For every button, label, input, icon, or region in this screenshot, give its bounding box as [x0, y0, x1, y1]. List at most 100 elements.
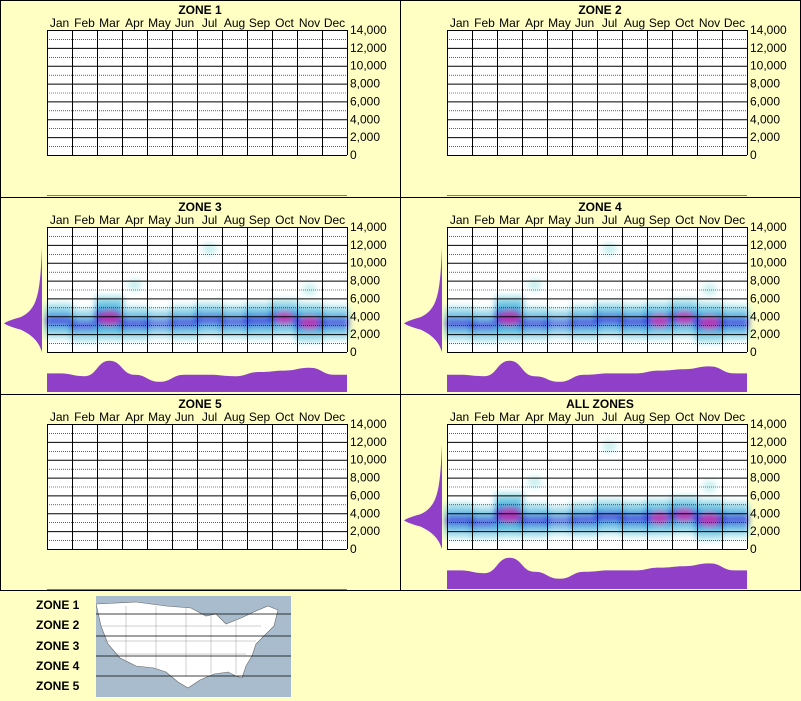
density-peak: [300, 315, 319, 330]
y-tick-label: 8,000: [350, 274, 380, 288]
monthly-marginal: [447, 557, 747, 589]
month-label-mar: Mar: [99, 213, 120, 227]
density-cell: [195, 301, 224, 338]
month-label-jun: Jun: [575, 410, 594, 424]
month-label-nov: Nov: [699, 16, 720, 30]
y-tick-label: 6,000: [350, 94, 380, 108]
month-label-sep: Sep: [249, 16, 271, 30]
month-label-jan: Jan: [450, 16, 469, 30]
y-tick-label: 12,000: [750, 41, 787, 55]
chart-title: ZONE 4: [578, 200, 622, 214]
month-label-mar: Mar: [499, 410, 520, 424]
month-label-aug: Aug: [224, 213, 245, 227]
legend-zone-2: ZONE 2: [36, 618, 80, 632]
y-tick-label: 8,000: [350, 471, 380, 485]
month-label-mar: Mar: [499, 16, 520, 30]
month-label-nov: Nov: [299, 213, 320, 227]
legend-zone-5: ZONE 5: [36, 679, 80, 693]
month-label-jul: Jul: [602, 213, 617, 227]
month-label-nov: Nov: [299, 410, 320, 424]
density-outlier: [702, 480, 717, 493]
y-tick-label: 14,000: [350, 417, 387, 431]
month-label-jun: Jun: [575, 16, 594, 30]
month-label-feb: Feb: [74, 213, 95, 227]
density-cell: [545, 504, 574, 536]
y-tick-label: 4,000: [750, 309, 780, 323]
y-tick-label: 4,000: [750, 506, 780, 520]
density-outlier: [527, 279, 542, 292]
y-tick-label: 12,000: [350, 435, 387, 449]
month-label-jan: Jan: [50, 410, 69, 424]
month-label-may: May: [148, 16, 171, 30]
month-label-may: May: [548, 213, 571, 227]
density-cell: [620, 303, 649, 341]
y-tick-label: 2,000: [350, 130, 380, 144]
month-label-mar: Mar: [99, 410, 120, 424]
density-outlier: [127, 279, 142, 292]
density-outlier: [702, 283, 717, 296]
chart-panel-1: ZONE 1 Jan Feb Mar Apr May Jun Jul Aug Sep Oct Nov D…: [47, 3, 387, 196]
density-cell: [520, 502, 549, 539]
y-tick-label: 14,000: [750, 23, 787, 37]
density-cell: [120, 305, 149, 342]
month-label-dec: Dec: [324, 16, 345, 30]
month-label-dec: Dec: [724, 410, 745, 424]
month-label-jul: Jul: [202, 410, 217, 424]
month-label-dec: Dec: [324, 410, 345, 424]
y-tick-label: 4,000: [350, 112, 380, 126]
y-tick-label: 0: [350, 345, 357, 359]
month-label-dec: Dec: [324, 213, 345, 227]
y-tick-label: 4,000: [350, 309, 380, 323]
month-label-apr: Apr: [525, 16, 544, 30]
month-label-apr: Apr: [125, 16, 144, 30]
month-label-oct: Oct: [275, 410, 294, 424]
density-cell: [220, 304, 249, 340]
chart-title: ZONE 5: [178, 397, 222, 411]
month-label-nov: Nov: [299, 16, 320, 30]
density-cell: [445, 501, 474, 539]
density-layer: [445, 243, 749, 344]
density-cell: [45, 302, 74, 340]
us-map-graphic: [96, 601, 291, 689]
month-label-sep: Sep: [649, 16, 671, 30]
month-label-jul: Jul: [602, 410, 617, 424]
y-tick-label: 0: [750, 345, 757, 359]
density-peak: [651, 511, 668, 525]
elevation-marginal: [4, 247, 42, 352]
month-label-jun: Jun: [175, 410, 194, 424]
density-cell: [620, 500, 649, 538]
month-label-sep: Sep: [249, 410, 271, 424]
month-label-feb: Feb: [74, 16, 95, 30]
chart-title: ZONE 2: [578, 3, 622, 17]
zone-legend: ZONE 1 ZONE 2 ZONE 3 ZONE 4 ZONE 5: [0, 591, 801, 701]
density-peak: [498, 507, 521, 523]
month-label-jan: Jan: [450, 213, 469, 227]
y-tick-label: 10,000: [750, 256, 787, 270]
y-tick-label: 12,000: [350, 238, 387, 252]
y-tick-label: 8,000: [350, 77, 380, 91]
month-label-may: May: [548, 16, 571, 30]
y-tick-label: 6,000: [750, 291, 780, 305]
y-tick-label: 12,000: [750, 238, 787, 252]
month-label-apr: Apr: [125, 410, 144, 424]
month-label-sep: Sep: [249, 213, 271, 227]
month-label-aug: Aug: [624, 410, 645, 424]
y-tick-label: 0: [750, 542, 757, 556]
month-label-oct: Oct: [675, 213, 694, 227]
month-label-feb: Feb: [474, 410, 495, 424]
month-label-mar: Mar: [99, 16, 120, 30]
month-label-jan: Jan: [450, 410, 469, 424]
month-label-nov: Nov: [699, 213, 720, 227]
month-label-apr: Apr: [525, 410, 544, 424]
legend-zone-3: ZONE 3: [36, 639, 80, 653]
month-label-feb: Feb: [74, 410, 95, 424]
y-tick-label: 6,000: [350, 488, 380, 502]
month-label-jul: Jul: [602, 16, 617, 30]
elevation-marginal: [404, 247, 442, 352]
month-label-jun: Jun: [175, 213, 194, 227]
month-label-aug: Aug: [624, 16, 645, 30]
month-label-jul: Jul: [202, 213, 217, 227]
y-tick-label: 14,000: [350, 220, 387, 234]
y-tick-label: 14,000: [750, 417, 787, 431]
density-cell: [245, 301, 274, 340]
